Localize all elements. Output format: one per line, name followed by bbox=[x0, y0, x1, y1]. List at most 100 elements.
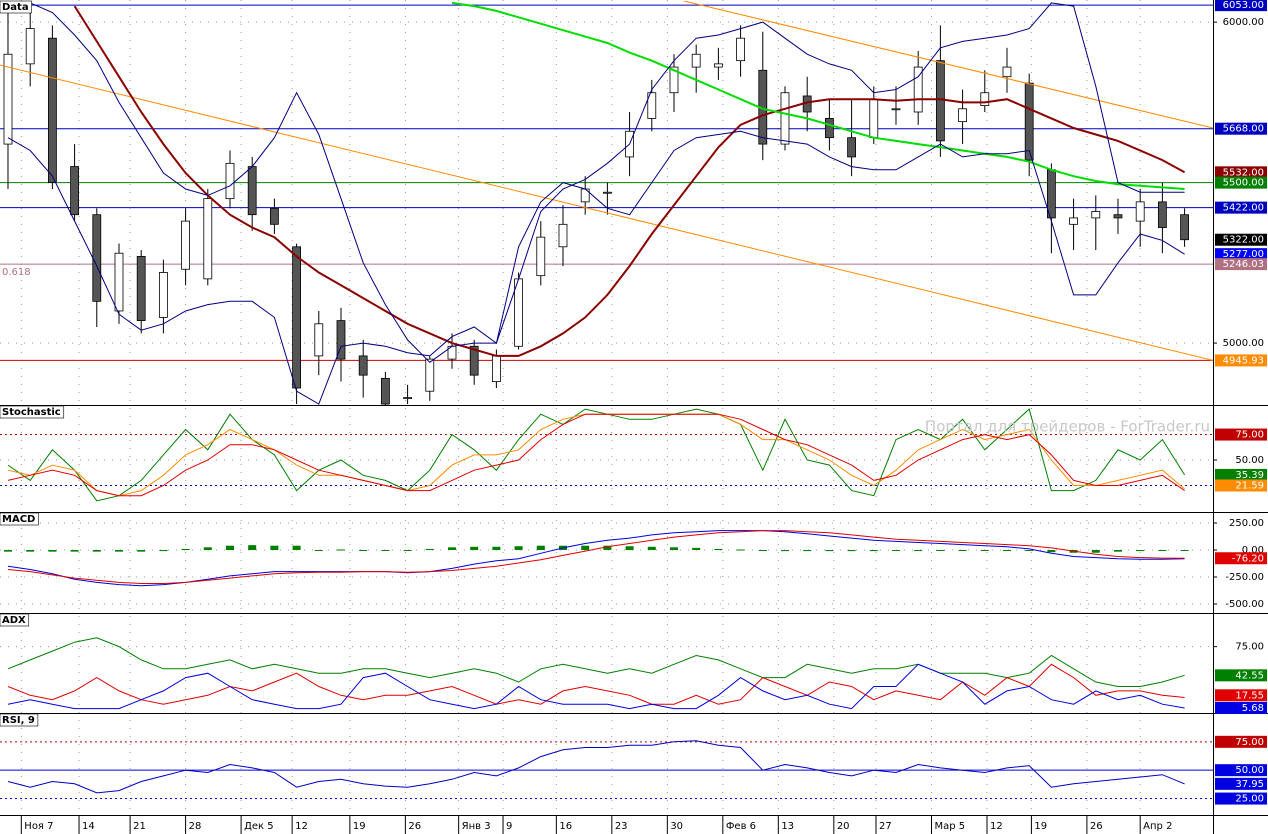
candle-body bbox=[247, 166, 257, 216]
marker-box bbox=[1215, 258, 1267, 271]
candle-body bbox=[403, 397, 412, 400]
histogram-bar bbox=[1002, 550, 1011, 552]
candle-body bbox=[935, 60, 945, 142]
marker-box bbox=[1215, 689, 1267, 702]
x-tick-label: 12 bbox=[990, 821, 1003, 832]
panel-title: ADX bbox=[2, 615, 26, 626]
x-tick-label: 14 bbox=[82, 821, 95, 832]
candle-body bbox=[269, 207, 279, 225]
histogram-bar bbox=[847, 550, 856, 552]
panel-plot bbox=[0, 740, 1213, 800]
histogram-bar bbox=[359, 550, 368, 552]
candle-body bbox=[314, 323, 324, 357]
histogram-bar bbox=[336, 549, 345, 551]
panel-title: Data bbox=[2, 2, 29, 13]
line bbox=[7, 637, 1185, 687]
y-tick-label: 6000.00 bbox=[1223, 17, 1264, 28]
x-tick-label: 12 bbox=[295, 821, 308, 832]
histogram-bar bbox=[137, 550, 146, 552]
line bbox=[7, 530, 1185, 587]
line bbox=[73, 5, 1186, 357]
candle-body bbox=[136, 256, 146, 321]
line bbox=[7, 130, 1185, 405]
histogram-bar bbox=[248, 545, 257, 551]
marker-box bbox=[1215, 792, 1267, 805]
marker-box bbox=[1215, 0, 1267, 12]
histogram-bar bbox=[869, 550, 878, 552]
marker-label: 42.55 bbox=[1235, 670, 1264, 681]
histogram-bar bbox=[3, 550, 12, 552]
marker-label: 5668.00 bbox=[1223, 124, 1264, 135]
histogram-bar bbox=[647, 546, 656, 551]
histogram-bar bbox=[26, 550, 35, 552]
histogram-bar bbox=[1047, 550, 1056, 553]
candle-body bbox=[292, 246, 301, 389]
candle-body bbox=[1069, 217, 1078, 225]
histogram-bar bbox=[92, 550, 101, 552]
candle-body bbox=[25, 28, 35, 65]
x-tick-label: Ноя 7 bbox=[24, 821, 53, 832]
x-tick-label: 27 bbox=[879, 821, 892, 832]
histogram-bar bbox=[780, 550, 789, 552]
candle-body bbox=[47, 37, 57, 184]
marker-label: -76.20 bbox=[1232, 553, 1264, 564]
candle-body bbox=[336, 320, 346, 360]
panel-title: RSI, 9 bbox=[2, 715, 35, 726]
candle-body bbox=[980, 92, 990, 106]
panel-title: Stochastic bbox=[2, 407, 61, 418]
marker-label: 35.39 bbox=[1235, 470, 1264, 481]
histogram-bar bbox=[159, 550, 168, 552]
marker-box bbox=[1215, 479, 1267, 492]
marker-label: 50.00 bbox=[1235, 765, 1264, 776]
x-tick-label: 26 bbox=[408, 821, 421, 832]
line bbox=[451, 1, 1185, 190]
histogram-bar bbox=[536, 545, 545, 551]
histogram-bar bbox=[714, 548, 723, 551]
candle-body bbox=[114, 252, 124, 312]
marker-box bbox=[1215, 354, 1267, 367]
histogram-bar bbox=[891, 550, 900, 552]
histogram-bar bbox=[603, 545, 612, 551]
line bbox=[0, 64, 1213, 361]
x-tick-label: 19 bbox=[1034, 821, 1047, 832]
candle-body bbox=[425, 358, 435, 392]
candle-body bbox=[536, 236, 546, 277]
title-box bbox=[0, 713, 39, 727]
x-tick-label: 23 bbox=[615, 821, 628, 832]
histogram-bar bbox=[669, 547, 678, 551]
panel-title: MACD bbox=[2, 514, 35, 525]
histogram-bar bbox=[1158, 550, 1167, 552]
candle-body bbox=[3, 53, 13, 145]
histogram-bar bbox=[70, 550, 79, 552]
title-box bbox=[0, 0, 32, 14]
line bbox=[7, 663, 1185, 710]
line bbox=[7, 740, 1185, 794]
histogram-bar bbox=[1113, 550, 1122, 552]
y-tick-label: -250.00 bbox=[1225, 572, 1264, 583]
y-tick-label: -500.00 bbox=[1225, 599, 1264, 610]
x-tick-label: Янв 3 bbox=[462, 821, 491, 832]
marker-label: 25.00 bbox=[1235, 794, 1264, 805]
x-tick-label: Апр 2 bbox=[1143, 821, 1172, 832]
marker-box bbox=[1215, 248, 1267, 261]
candle-body bbox=[869, 98, 879, 139]
candle-body bbox=[669, 66, 679, 94]
candle-body bbox=[647, 92, 657, 119]
line bbox=[7, 530, 1185, 584]
candle-body bbox=[1135, 201, 1145, 222]
marker-label: 75.00 bbox=[1235, 737, 1264, 748]
marker-label: 5.68 bbox=[1242, 703, 1264, 714]
x-tick-label: 28 bbox=[189, 821, 202, 832]
y-tick-label: 0.00 bbox=[1242, 545, 1264, 556]
y-tick-label: 50.00 bbox=[1235, 455, 1264, 466]
histogram-bar bbox=[48, 550, 57, 552]
panel-plot bbox=[3, 530, 1189, 587]
histogram-bar bbox=[958, 550, 967, 552]
histogram-bar bbox=[181, 548, 190, 551]
line bbox=[7, 413, 1185, 497]
histogram-bar bbox=[270, 545, 279, 551]
title-box bbox=[0, 405, 65, 419]
histogram-bar bbox=[314, 550, 323, 552]
